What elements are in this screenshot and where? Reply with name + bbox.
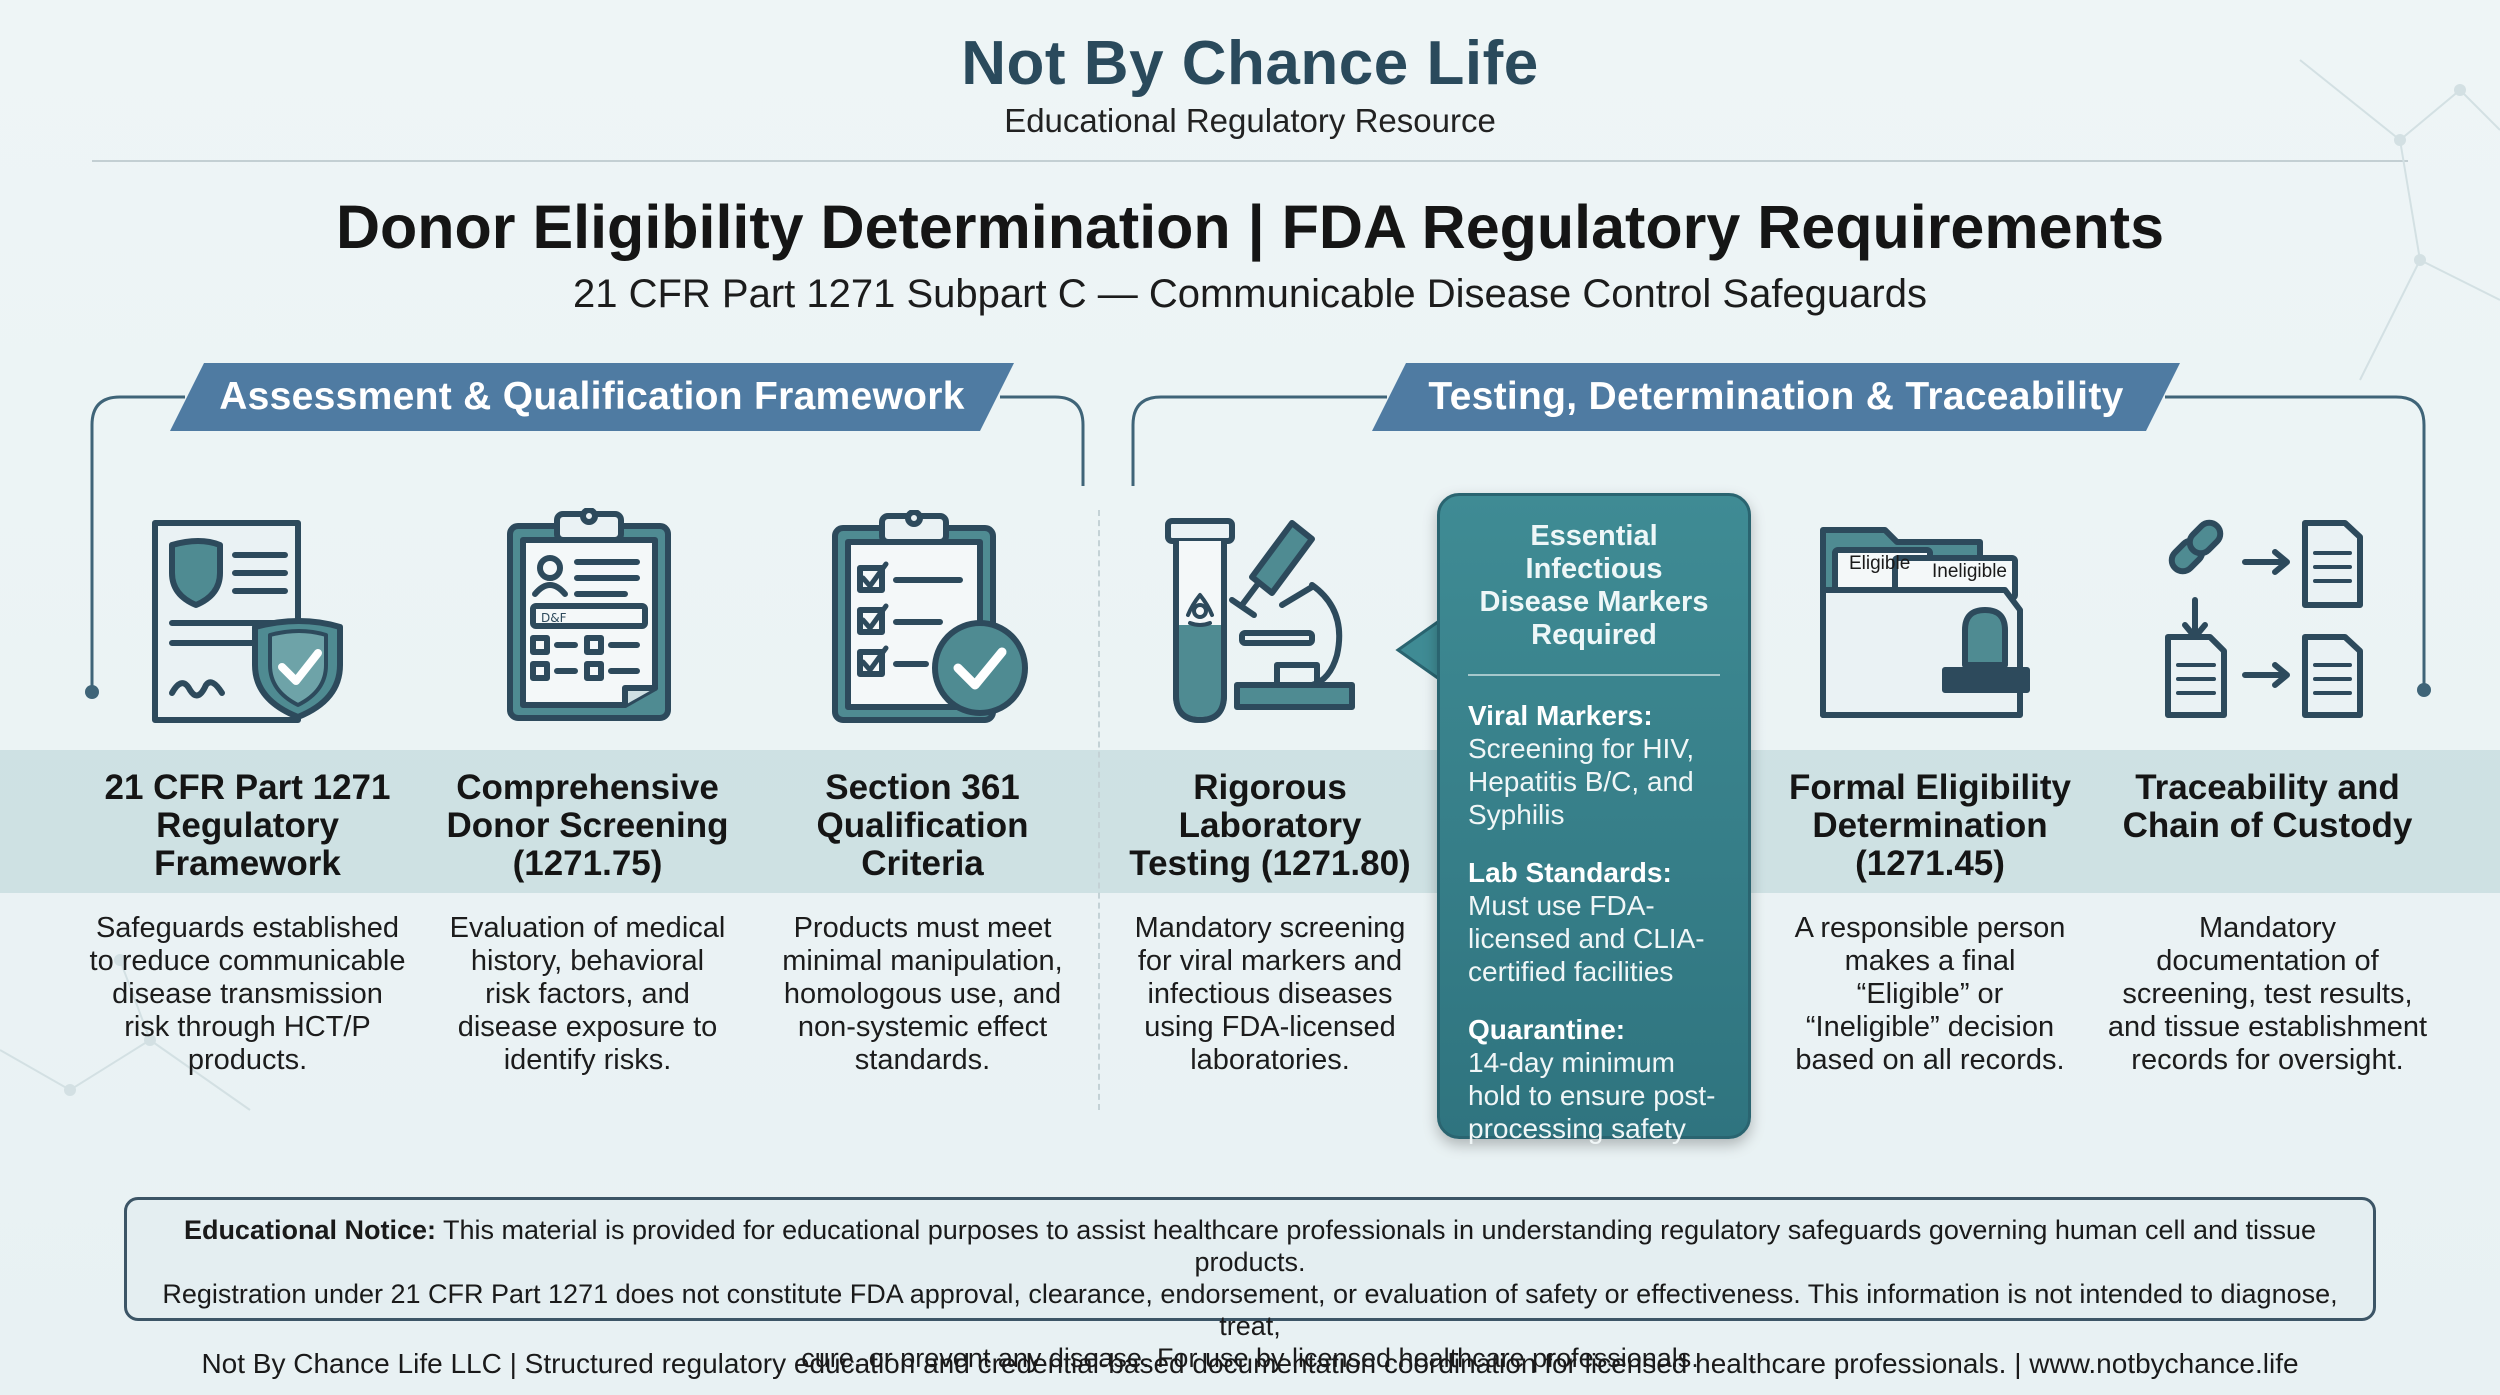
brand-title: Not By Chance Life [961, 29, 1539, 98]
notice-label: Educational Notice: [183, 1215, 436, 1245]
column-desc-laboratory-testing: Mandatory screening for viral markers and… [1134, 912, 1406, 1076]
callout-label-lab: Lab Standards: [1468, 857, 1672, 888]
column-title-qualification-criteria: Section 361 Qualification Criteria [816, 768, 1029, 883]
column-title-eligibility-determination: Formal Eligibility Determination (1271.45) [1789, 768, 2071, 883]
column-title-regulatory-framework: 21 CFR Part 1271 Regulatory Framework [104, 768, 391, 883]
eligible-tab-label: Eligible [1849, 553, 1911, 574]
infectious-markers-callout: Essential Infectious Disease Markers Requi… [1437, 493, 1751, 1144]
page-subtitle: 21 CFR Part 1271 Subpart C — Communicabl… [573, 272, 1927, 316]
page-title: Donor Eligibility Determination | FDA Re… [335, 193, 2165, 261]
callout-text-lab: Must use FDA-licensed and CLIA-certified… [1468, 890, 1705, 987]
clipboard-form-icon: D&F [507, 508, 671, 721]
header-divider [92, 160, 2408, 162]
chain-documents-icon [2165, 519, 2363, 718]
column-desc-chain-of-custody: Mandatory documentation of screening, test… [2107, 912, 2428, 1076]
callout-divider [1468, 674, 1720, 676]
notice-line-1: This material is provided for educationa… [442, 1215, 2317, 1277]
callout-label-quarantine: Quarantine: [1468, 1014, 1626, 1045]
column-title-chain-of-custody: Traceability and Chain of Custody [2122, 768, 2413, 845]
section-banner-testing: Testing, Determination & Traceability [1372, 363, 2180, 431]
section-divider [1098, 510, 1100, 1110]
shield-document-icon [152, 520, 343, 723]
notice-line-3: cure, or prevent any disease. For use by… [801, 1343, 1699, 1373]
footer-text: Not By Chance Life LLC | Structured regu… [201, 1348, 2299, 1379]
brand-tagline: Educational Regulatory Resource [1004, 102, 1496, 139]
column-desc-donor-screening: Evaluation of medical history, behavioral… [449, 912, 726, 1076]
checklist-icon [832, 510, 1028, 723]
folder-stamp-icon [1820, 527, 2030, 718]
callout-heading: Essential Infectious Disease Markers Requi… [1479, 520, 1709, 651]
ineligible-tab-label: Ineligible [1932, 561, 2007, 582]
title-band [0, 750, 2500, 893]
callout-text-quarantine: 14-day minimum hold to ensure post-proces… [1468, 1047, 1716, 1144]
notice-line-2: Registration under 21 CFR Part 1271 does… [162, 1279, 2338, 1341]
educational-notice: Educational Notice: This material is pro… [124, 1197, 2376, 1373]
column-desc-eligibility-determination: A responsible person makes a final “Eligib… [1794, 912, 2066, 1076]
column-title-donor-screening: Comprehensive Donor Screening (1271.75) [446, 768, 729, 883]
callout-label-viral: Viral Markers: [1468, 700, 1653, 731]
lab-microscope-icon [1165, 518, 1355, 723]
column-title-laboratory-testing: Rigorous Laboratory Testing (1271.80) [1129, 768, 1411, 883]
svg-text:D&F: D&F [541, 611, 567, 625]
column-desc-regulatory-framework: Safeguards established to reduce communic… [89, 912, 406, 1076]
section-banner-assessment: Assessment & Qualification Framework [170, 363, 1014, 431]
column-desc-qualification-criteria: Products must meet minimal manipulation, h… [782, 912, 1063, 1076]
callout-text-viral: Screening for HIV, Hepatitis B/C, and Syph… [1468, 733, 1695, 830]
